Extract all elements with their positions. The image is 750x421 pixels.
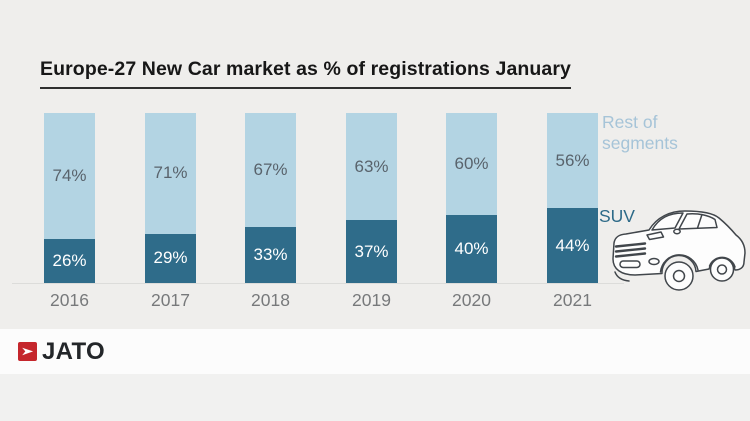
x-axis-line <box>12 283 624 284</box>
bar-value-label: 29% <box>153 248 188 268</box>
bar-segment-rest-2021: 56% <box>547 113 598 209</box>
bar-value-label: 60% <box>454 154 489 173</box>
bar-value-label: 33% <box>253 244 288 264</box>
bar-value-label: 74% <box>52 165 87 185</box>
bar-segment-suv-2018: 33% <box>245 226 296 283</box>
bar-value-label: 63% <box>354 156 389 176</box>
bar-column-2018: 67% 33% 2018 <box>245 113 296 310</box>
x-axis-label-2016: 2016 <box>50 290 89 310</box>
x-axis-label-2021: 2021 <box>553 290 592 310</box>
bar-segment-suv-2021: 44% <box>547 208 598 283</box>
bar-segment-suv-2016: 26% <box>44 238 95 283</box>
bar-segment-rest-2016: 74% <box>44 113 95 239</box>
bar-segment-rest-2020: 60% <box>446 113 497 215</box>
bottom-strip <box>0 374 750 421</box>
bar-segment-rest-2017: 71% <box>145 113 196 234</box>
x-axis-label-2019: 2019 <box>352 290 391 310</box>
x-axis-label-2017: 2017 <box>151 290 190 310</box>
footer-band: JATO <box>0 329 750 374</box>
bar-value-label: 37% <box>354 241 389 261</box>
bar-value-label: 71% <box>153 163 188 183</box>
bar-value-label: 26% <box>52 250 87 270</box>
bar-column-2019: 63% 37% 2019 <box>346 113 397 310</box>
bar-column-2020: 60% 40% 2020 <box>446 113 497 310</box>
bar-segment-suv-2019: 37% <box>346 220 397 283</box>
jato-arrow-icon <box>18 342 37 361</box>
suv-car-icon <box>609 201 749 295</box>
bar-column-2017: 71% 29% 2017 <box>145 113 196 310</box>
bar-value-label: 67% <box>253 159 288 179</box>
bar-segment-rest-2019: 63% <box>346 113 397 221</box>
bar-segment-rest-2018: 67% <box>245 113 296 227</box>
x-axis-label-2020: 2020 <box>452 290 491 310</box>
x-axis-label-2018: 2018 <box>251 290 290 310</box>
bar-value-label: 44% <box>555 235 590 255</box>
bar-segment-suv-2020: 40% <box>446 215 497 283</box>
bar-column-2021: 56% 44% 2021 <box>547 113 598 310</box>
chart-title: Europe-27 New Car market as % of registr… <box>40 58 572 89</box>
bar-column-2016: 74% 26% 2016 <box>44 113 95 310</box>
bar-value-label: 40% <box>454 239 489 258</box>
legend-suv: SUV <box>599 206 635 226</box>
bar-segment-suv-2017: 29% <box>145 233 196 283</box>
legend-rest-of-segments: Rest of segments <box>602 112 678 153</box>
jato-logo-text: JATO <box>42 337 105 365</box>
jato-logo: JATO <box>18 338 105 366</box>
bar-value-label: 56% <box>555 150 590 170</box>
